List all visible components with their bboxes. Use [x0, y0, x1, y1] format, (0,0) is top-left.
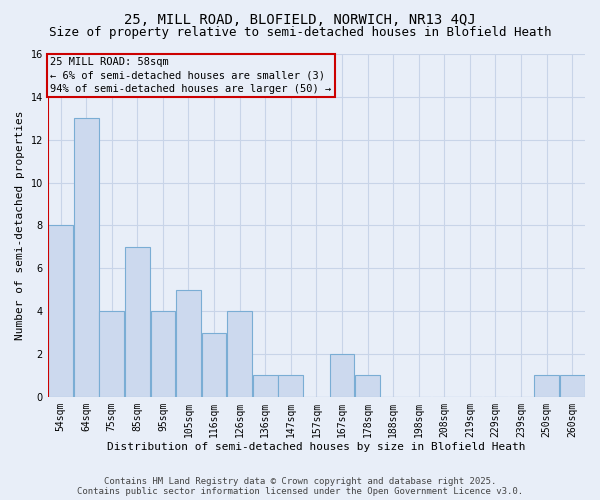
Bar: [278, 376, 303, 397]
Bar: [227, 311, 252, 397]
Bar: [560, 376, 584, 397]
Bar: [125, 247, 150, 397]
Bar: [329, 354, 355, 397]
Text: Size of property relative to semi-detached houses in Blofield Heath: Size of property relative to semi-detach…: [49, 26, 551, 39]
Bar: [48, 226, 73, 397]
Y-axis label: Number of semi-detached properties: Number of semi-detached properties: [15, 110, 25, 340]
Bar: [355, 376, 380, 397]
Bar: [253, 376, 278, 397]
Bar: [151, 311, 175, 397]
Bar: [202, 332, 226, 397]
Text: 25, MILL ROAD, BLOFIELD, NORWICH, NR13 4QJ: 25, MILL ROAD, BLOFIELD, NORWICH, NR13 4…: [124, 12, 476, 26]
Bar: [74, 118, 98, 397]
Bar: [534, 376, 559, 397]
X-axis label: Distribution of semi-detached houses by size in Blofield Heath: Distribution of semi-detached houses by …: [107, 442, 526, 452]
Bar: [176, 290, 201, 397]
Text: Contains HM Land Registry data © Crown copyright and database right 2025.
Contai: Contains HM Land Registry data © Crown c…: [77, 476, 523, 496]
Bar: [100, 311, 124, 397]
Text: 25 MILL ROAD: 58sqm
← 6% of semi-detached houses are smaller (3)
94% of semi-det: 25 MILL ROAD: 58sqm ← 6% of semi-detache…: [50, 57, 332, 94]
